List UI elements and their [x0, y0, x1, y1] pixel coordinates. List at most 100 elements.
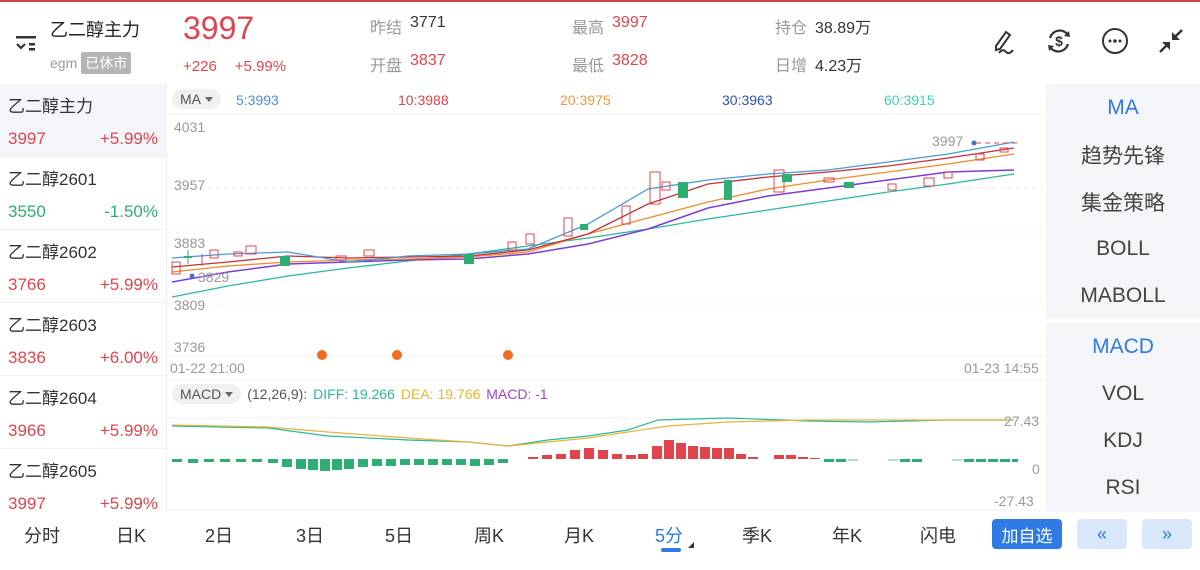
kline-chart-area[interactable]: MA 5:3993 10:3988 20:3975 30:3963 60:391…: [168, 84, 1046, 512]
tab-2day[interactable]: 2日: [205, 526, 234, 546]
double-chevron-left-icon: «: [1096, 523, 1107, 544]
contract-price: 3836: [8, 348, 46, 367]
indicator-kdj[interactable]: KDJ: [1103, 428, 1143, 452]
ma-legend: MA: [172, 88, 221, 110]
indicator-macd[interactable]: MACD: [1092, 334, 1154, 358]
tab-5min[interactable]: 5分: [655, 526, 684, 546]
macd-histogram: [172, 440, 1018, 471]
dropdown-corner-icon: [688, 542, 694, 548]
contract-change: +5.99%: [99, 275, 158, 294]
contract-name: 乙二醇2605: [8, 462, 97, 481]
indicator-boll[interactable]: BOLL: [1096, 236, 1150, 260]
indicator-maboll[interactable]: MABOLL: [1080, 283, 1166, 307]
tab-5day[interactable]: 5日: [385, 526, 414, 546]
contract-change: +5.99%: [99, 421, 158, 440]
contract-list-toggle-button[interactable]: [14, 32, 42, 56]
stat-open: 开盘 3837: [370, 52, 446, 76]
indicator-fund-strategy[interactable]: 集金策略: [1081, 191, 1165, 215]
macd-y-tick: 0: [1032, 461, 1040, 477]
indicator-label: MACD: [180, 386, 222, 402]
list-collapse-icon: [16, 36, 36, 51]
indicator-ma[interactable]: MA: [1107, 95, 1139, 119]
price-change: +226 +5.99%: [183, 58, 286, 75]
contract-change: +6.00%: [99, 348, 158, 367]
tab-weekly-k[interactable]: 周K: [474, 526, 505, 546]
next-button[interactable]: »: [1142, 519, 1192, 549]
x-start-time: 01-22 21:00: [170, 360, 245, 376]
contract-list-item[interactable]: 乙二醇2601 3550 -1.50%: [0, 157, 166, 230]
tab-yearly-k[interactable]: 年K: [832, 526, 863, 546]
stat-label: 持仓: [775, 20, 808, 37]
y-tick: 3809: [174, 297, 205, 313]
indicator-vol[interactable]: VOL: [1101, 381, 1145, 405]
draw-icon[interactable]: [988, 26, 1018, 56]
candles: [171, 147, 1009, 275]
contract-list-item[interactable]: 乙二醇2605 3997 +5.99%: [0, 449, 166, 512]
contract-list-item[interactable]: 乙二醇2604 3966 +5.99%: [0, 376, 166, 449]
contract-list-item[interactable]: 乙二醇主力 3997 +5.99%: [0, 84, 166, 157]
contract-price: 3966: [8, 421, 46, 440]
low-price-marker: 3829: [198, 269, 229, 285]
indicator-trend-pioneer[interactable]: 趋势先锋: [1081, 144, 1165, 168]
exchange-info: egm 已休市: [50, 52, 132, 74]
tab-3day[interactable]: 3日: [296, 526, 325, 546]
indicator-panel: MA 趋势先锋 集金策略 BOLL MABOLL MACD VOL KDJ RS…: [1046, 84, 1200, 512]
ma30-value: 30:3963: [722, 92, 773, 108]
kline-svg: 4031 3957 3883 3809 3736 3829 3997 01-22…: [168, 113, 1046, 511]
add-watchlist-button[interactable]: 加自选: [992, 519, 1062, 549]
stat-prev-settle: 昨结 3771: [370, 14, 446, 38]
stat-value: 3837: [410, 52, 446, 69]
stat-high: 最高 3997: [572, 14, 648, 38]
currency-exchange-icon[interactable]: $: [1044, 26, 1074, 56]
macd-dea: DEA: 19.766: [400, 386, 481, 402]
top-accent-line: [0, 0, 1200, 2]
indicator-rsi[interactable]: RSI: [1105, 475, 1141, 499]
tab-lightning[interactable]: 闪电: [920, 526, 956, 546]
ma20-value: 20:3975: [560, 92, 611, 108]
macd-y-tick: -27.43: [994, 493, 1034, 509]
contract-name: 乙二醇主力: [8, 97, 93, 116]
change-percent: +5.99%: [234, 58, 287, 75]
prev-button[interactable]: «: [1077, 519, 1127, 549]
stat-label: 昨结: [370, 20, 403, 37]
contract-change: +5.99%: [99, 129, 158, 148]
selected-tab-indicator: [661, 548, 681, 552]
contract-list-item[interactable]: 乙二醇2602 3766 +5.99%: [0, 230, 166, 303]
macd-legend: MACD (12,26,9): DIFF: 19.266 DEA: 19.766…: [172, 384, 548, 404]
contract-name: 乙二醇2603: [8, 316, 97, 335]
high-price-marker: 3997: [932, 133, 963, 149]
tab-monthly-k[interactable]: 月K: [564, 526, 595, 546]
macd-y-tick: 27.43: [1004, 413, 1039, 429]
tab-quarterly-k[interactable]: 季K: [742, 526, 773, 546]
contract-name: 乙二醇2602: [8, 243, 97, 262]
caret-down-icon: [205, 96, 213, 102]
y-tick: 4031: [174, 119, 205, 135]
sub-indicator-dropdown[interactable]: MACD: [172, 384, 242, 404]
tab-daily-k[interactable]: 日K: [116, 526, 147, 546]
x-end-time: 01-23 14:55: [964, 360, 1039, 376]
indicator-label: MA: [180, 91, 201, 107]
market-status-badge: 已休市: [81, 52, 132, 74]
stat-label: 开盘: [370, 58, 403, 75]
stat-label: 日增: [775, 58, 808, 75]
ma60-value: 60:3915: [884, 92, 935, 108]
stat-label: 最高: [572, 20, 605, 37]
change-value: +226: [183, 58, 217, 75]
divider: [1046, 319, 1200, 323]
more-icon[interactable]: [1100, 26, 1130, 56]
contract-change: +5.99%: [99, 494, 158, 512]
contract-change: -1.50%: [104, 202, 158, 221]
collapse-icon[interactable]: [1156, 26, 1186, 56]
ma10-value: 10:3988: [398, 92, 449, 108]
ma5-value: 5:3993: [236, 92, 279, 108]
contract-price: 3766: [8, 275, 46, 294]
macd-value: MACD: -1: [486, 386, 548, 402]
main-indicator-dropdown[interactable]: MA: [172, 89, 221, 109]
contract-list-item[interactable]: 乙二醇2603 3836 +6.00%: [0, 303, 166, 376]
stat-low: 最低 3828: [572, 52, 648, 76]
period-tab-bar: 分时 日K 2日 3日 5日 周K 月K 5分 季K 年K 闪电 加自选 « »: [0, 512, 1200, 570]
stat-value: 3997: [612, 14, 648, 31]
stat-label: 最低: [572, 58, 605, 75]
contract-title: 乙二醇主力: [50, 20, 140, 40]
tab-intraday[interactable]: 分时: [24, 526, 60, 546]
